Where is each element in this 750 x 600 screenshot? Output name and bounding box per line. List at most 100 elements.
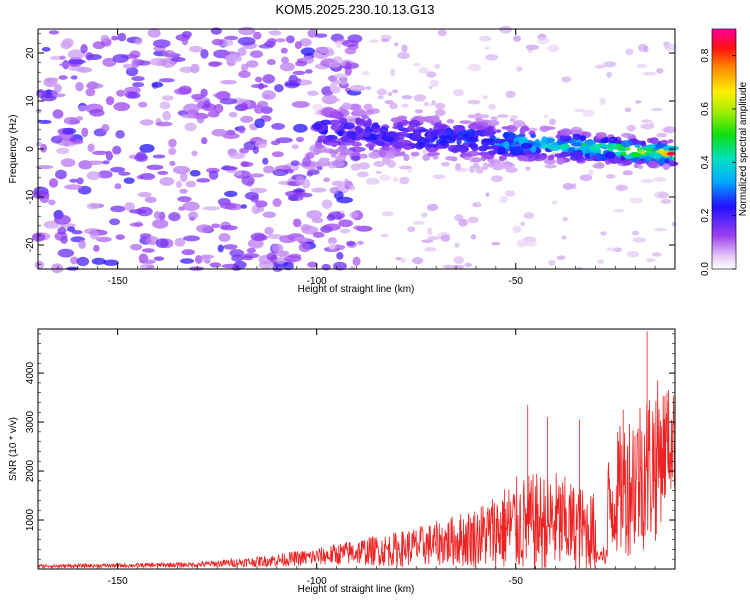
spectrogram-noise-blob <box>139 263 155 270</box>
spectrogram-ridge-blob <box>342 102 352 110</box>
spectrogram-noise-blob <box>641 119 652 123</box>
spectrogram-noise-blob <box>146 164 164 170</box>
spectrogram-noise-blob <box>267 38 277 44</box>
spectrogram-noise-blob <box>110 166 126 173</box>
spectrogram-noise-blob <box>302 156 312 167</box>
spectrogram-ridge-blob <box>662 163 670 171</box>
spectrogram-ridge-blob <box>357 162 370 170</box>
spectrogram-ridge-blob <box>332 149 339 155</box>
spectrogram-noise-blob <box>134 153 149 162</box>
spectrogram-ridge-blob <box>325 142 339 146</box>
spectrogram-noise-blob <box>282 261 294 271</box>
spectrogram-noise-blob <box>161 95 174 101</box>
spectrogram-noise-blob <box>78 239 87 249</box>
spectrogram-noise-blob <box>622 170 633 176</box>
spectrogram-noise-blob <box>631 230 640 236</box>
spectrogram-y-tick-label: -20 <box>25 237 36 252</box>
spectrogram-noise-blob <box>124 202 135 211</box>
spectrogram-noise-blob <box>101 124 110 133</box>
spectrogram-x-label: Height of straight line (km) <box>298 284 415 295</box>
spectrogram-ridge-blob <box>359 153 368 159</box>
spectrogram-ridge-blob <box>354 147 361 153</box>
spectrogram-noise-blob <box>651 252 662 257</box>
spectrogram-ridge-blob <box>595 132 607 139</box>
spectrogram-noise-blob <box>89 108 105 117</box>
spectrogram-noise-blob <box>454 242 460 248</box>
spectrogram-ridge-peak <box>667 151 676 156</box>
spectrogram-ridge-blob <box>625 146 631 151</box>
spectrogram-noise-blob <box>643 45 649 53</box>
spectrogram-noise-blob <box>40 93 57 102</box>
spectrogram-noise-blob <box>152 219 169 229</box>
spectrogram-ridge-blob <box>438 124 448 130</box>
spectrogram-noise-blob <box>110 205 126 213</box>
spectrogram-noise-blob <box>52 109 64 119</box>
spectrogram-noise-blob <box>295 60 308 67</box>
spectrogram-noise-blob <box>180 113 198 119</box>
spectrogram-ridge-blob <box>539 125 550 133</box>
spectrogram-noise-blob <box>174 237 186 247</box>
spectrogram-noise-blob <box>306 172 314 177</box>
snr-x-label: Height of straight line (km) <box>298 584 415 595</box>
spectrogram-noise-blob <box>125 66 139 77</box>
snr-y-tick-label: 4000 <box>25 362 36 385</box>
spectrogram-noise-blob <box>490 175 503 183</box>
spectrogram-ridge-blob <box>463 156 471 161</box>
spectrogram-noise-blob <box>112 145 122 155</box>
spectrogram-ridge-blob <box>539 155 547 160</box>
spectrogram-ridge-blob <box>413 94 427 102</box>
spectrogram-noise-blob <box>147 28 161 38</box>
spectrogram-noise-blob <box>241 161 254 167</box>
spectrogram-noise-blob <box>100 34 110 42</box>
spectrogram-ridge-blob <box>605 143 619 151</box>
spectrogram-noise-blob <box>131 58 140 69</box>
spectrogram-noise-blob <box>311 217 324 224</box>
spectrogram-ridge-blob <box>520 142 533 149</box>
spectrogram-noise-blob <box>138 101 148 108</box>
spectrogram-ridge-blob <box>356 118 364 125</box>
spectrogram-noise-blob <box>629 197 643 204</box>
spectrogram-ridge-blob <box>371 122 379 129</box>
spectrogram-noise-blob <box>180 172 188 183</box>
spectrogram-noise-blob <box>191 150 198 157</box>
spectrogram-ridge-blob <box>641 140 647 148</box>
spectrogram-ridge-blob <box>660 140 668 144</box>
spectrogram-noise-blob <box>321 199 333 209</box>
spectrogram-noise-blob <box>307 90 319 96</box>
spectrogram-noise-blob <box>80 43 88 54</box>
spectrogram-ridge-blob <box>379 126 389 134</box>
spectrogram-noise-blob <box>653 177 667 182</box>
spectrogram-noise-blob <box>183 103 200 114</box>
spectrogram-noise-blob <box>442 264 454 269</box>
spectrogram-noise-blob <box>239 147 250 154</box>
snr-y-tick-label: 2000 <box>25 459 36 482</box>
spectrogram-noise-blob <box>241 175 255 186</box>
spectrogram-noise-blob <box>307 261 318 268</box>
spectrogram-noise-blob <box>112 53 129 63</box>
spectrogram-noise-blob <box>253 31 262 40</box>
spectrogram-noise-blob <box>626 250 640 258</box>
spectrogram-noise-blob <box>189 169 201 177</box>
spectrogram-noise-blob <box>57 248 75 258</box>
spectrogram-noise-blob <box>452 89 464 97</box>
spectrogram-noise-blob <box>57 226 67 235</box>
spectrogram-noise-blob <box>453 256 464 265</box>
spectrogram-noise-blob <box>231 265 242 271</box>
spectrogram-noise-blob <box>59 55 66 60</box>
spectrogram-noise-blob <box>407 226 416 233</box>
spectrogram-noise-blob <box>516 66 523 72</box>
spectrogram-y-tick-label: 0 <box>25 146 36 152</box>
colorbar: 0.0 0.2 0.4 0.6 0.8 Normalized spectral ampl… <box>700 28 749 276</box>
spectrogram-noise-blob <box>361 70 370 76</box>
spectrogram-noise-blob <box>340 60 347 67</box>
spectrogram-noise-blob <box>117 32 127 42</box>
spectrogram-noise-blob <box>454 214 464 222</box>
spectrogram-ridge-blob <box>351 141 363 147</box>
spectrogram-noise-blob <box>144 196 157 203</box>
spectrogram-ridge-blob <box>570 142 582 147</box>
spectrogram-noise-blob <box>139 173 156 181</box>
spectrogram-noise-blob <box>262 211 276 218</box>
spectrogram-noise-blob <box>323 223 341 231</box>
spectrogram-noise-blob <box>223 244 238 250</box>
colorbar-tick-label: 0.2 <box>700 208 711 222</box>
